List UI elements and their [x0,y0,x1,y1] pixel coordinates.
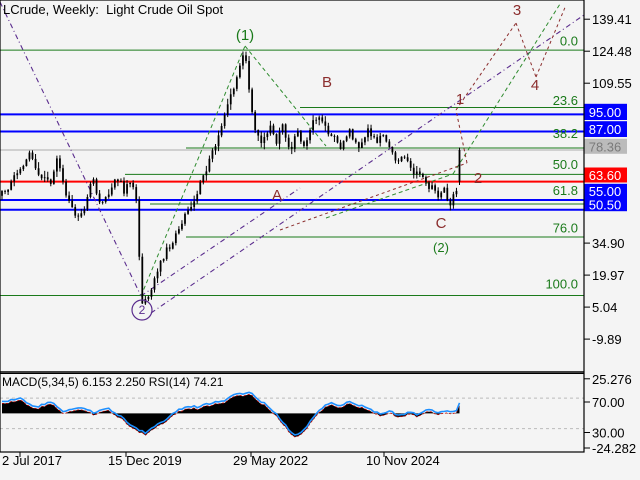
svg-text:139.41: 139.41 [592,12,632,27]
svg-text:78.36: 78.36 [589,139,622,154]
svg-text:1: 1 [456,91,464,108]
svg-text:50.50: 50.50 [589,198,622,213]
svg-text:(2): (2) [433,240,449,255]
svg-text:100.0: 100.0 [545,277,578,292]
svg-text:LCrude, Weekly: Light Crude O: LCrude, Weekly: Light Crude Oil Spot [3,2,224,17]
svg-text:109.55: 109.55 [592,76,632,91]
svg-text:15 Dec 2019: 15 Dec 2019 [108,453,182,468]
svg-text:-24.282: -24.282 [592,441,636,456]
svg-text:2 Jul 2017: 2 Jul 2017 [2,453,62,468]
svg-text:0.0: 0.0 [560,34,578,49]
svg-text:29 May 2022: 29 May 2022 [233,453,308,468]
svg-text:63.60: 63.60 [589,168,622,183]
svg-text:B: B [322,74,332,91]
svg-text:2: 2 [474,170,482,187]
svg-text:70.00: 70.00 [592,395,625,410]
svg-text:C: C [436,215,447,232]
svg-text:(1): (1) [236,27,254,44]
svg-text:61.8: 61.8 [553,183,578,198]
svg-text:25.276: 25.276 [592,372,632,387]
svg-text:MACD(5,34,5) 6.153 2.250 RSI(1: MACD(5,34,5) 6.153 2.250 RSI(14) 74.21 [2,375,224,389]
svg-text:30.00: 30.00 [592,426,625,441]
svg-text:-9.89: -9.89 [592,332,622,347]
svg-text:19.97: 19.97 [592,268,625,283]
svg-text:76.0: 76.0 [553,220,578,235]
svg-text:124.48: 124.48 [592,44,632,59]
svg-text:38.2: 38.2 [553,126,578,141]
svg-text:A: A [272,187,282,204]
svg-text:95.00: 95.00 [589,105,622,120]
svg-text:23.6: 23.6 [553,93,578,108]
svg-text:10 Nov 2024: 10 Nov 2024 [366,453,440,468]
svg-text:50.0: 50.0 [553,157,578,172]
svg-text:4: 4 [531,77,539,94]
svg-text:34.90: 34.90 [592,236,625,251]
svg-text:87.00: 87.00 [589,122,622,137]
svg-text:2: 2 [139,303,146,317]
svg-text:3: 3 [513,2,521,19]
svg-text:5.04: 5.04 [592,300,617,315]
